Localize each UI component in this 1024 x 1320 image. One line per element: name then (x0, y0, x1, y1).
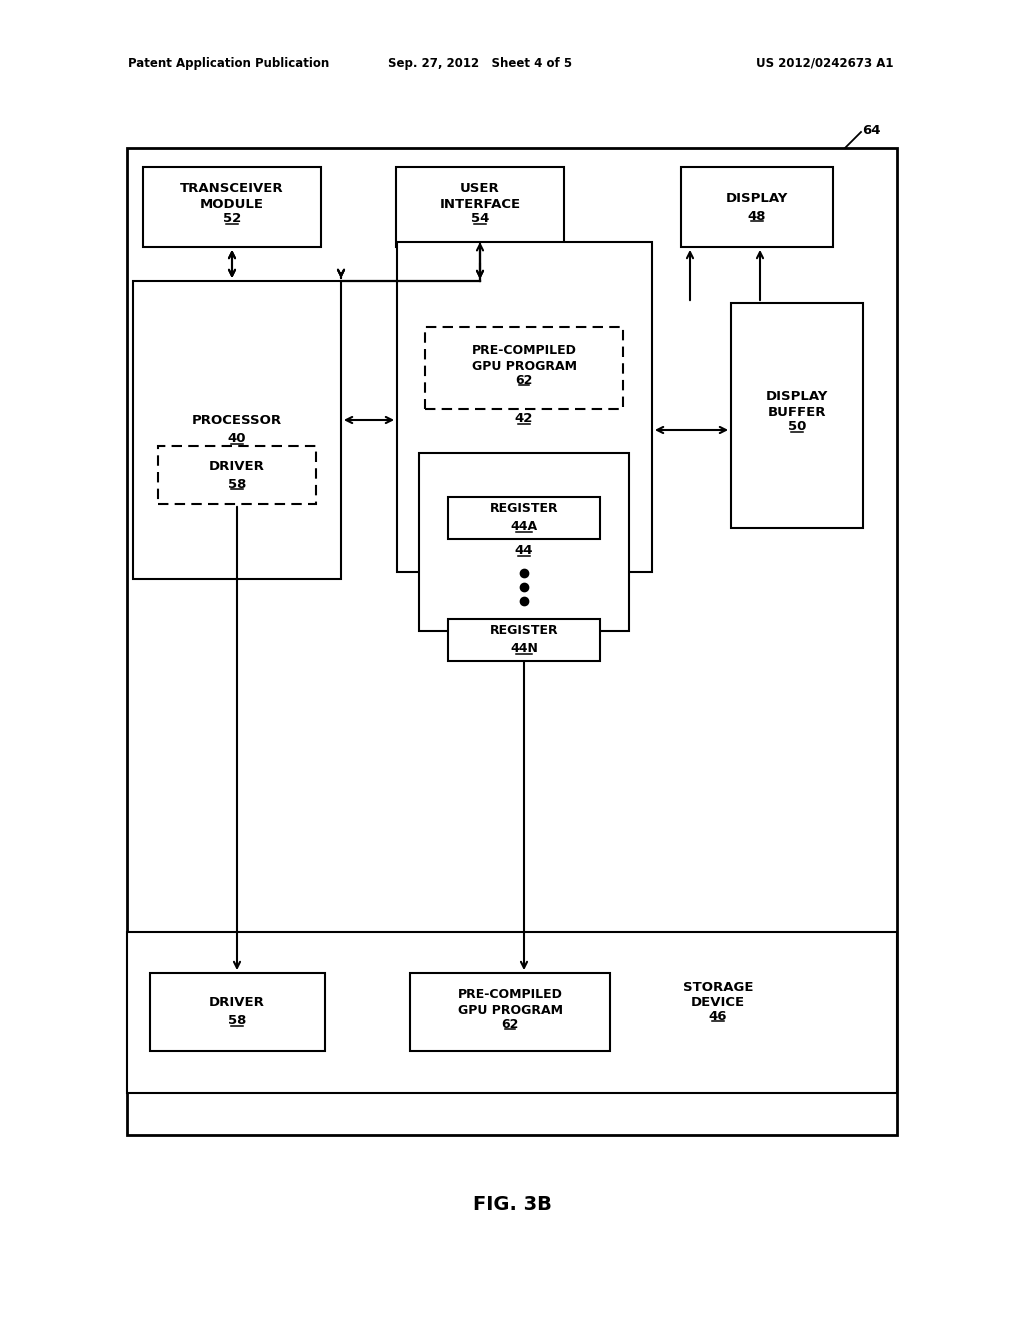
Bar (127, 932, 897, 1093)
Text: DRIVER: DRIVER (209, 997, 265, 1010)
Bar (425, 327, 623, 409)
Text: 44A: 44A (510, 520, 538, 533)
Text: 46: 46 (709, 1010, 727, 1023)
Bar (681, 168, 833, 247)
Text: Sep. 27, 2012   Sheet 4 of 5: Sep. 27, 2012 Sheet 4 of 5 (388, 57, 572, 70)
Text: DISPLAY
BUFFER: DISPLAY BUFFER (766, 391, 828, 420)
Text: 62: 62 (502, 1018, 519, 1031)
Text: 52: 52 (223, 213, 241, 226)
Text: USER
INTERFACE: USER INTERFACE (439, 182, 520, 211)
Bar (150, 973, 325, 1051)
Text: 42: 42 (515, 412, 534, 425)
Bar (133, 281, 341, 579)
Text: 62: 62 (515, 374, 532, 387)
Bar (731, 302, 863, 528)
Bar (419, 453, 629, 631)
Bar (410, 973, 610, 1051)
Bar (396, 242, 651, 572)
Text: 64: 64 (862, 124, 881, 136)
Text: 40: 40 (227, 433, 246, 446)
Text: 44N: 44N (510, 643, 538, 656)
Text: 54: 54 (471, 213, 489, 226)
Text: PRE-COMPILED
GPU PROGRAM: PRE-COMPILED GPU PROGRAM (458, 987, 562, 1016)
Bar (396, 168, 564, 247)
Text: 48: 48 (748, 210, 766, 223)
Text: 44: 44 (515, 544, 534, 557)
Text: Patent Application Publication: Patent Application Publication (128, 57, 330, 70)
Text: REGISTER: REGISTER (489, 624, 558, 638)
Bar (158, 446, 316, 504)
Text: REGISTER: REGISTER (489, 503, 558, 516)
Bar (127, 148, 897, 1135)
Text: 58: 58 (227, 1015, 246, 1027)
Text: REGISTERS: REGISTERS (482, 527, 565, 540)
Text: DISPLAY: DISPLAY (726, 191, 788, 205)
Text: 50: 50 (787, 421, 806, 433)
Text: US 2012/0242673 A1: US 2012/0242673 A1 (756, 57, 893, 70)
Text: GRAPHICS
PROCESSING UNIT: GRAPHICS PROCESSING UNIT (456, 383, 592, 412)
Text: 58: 58 (227, 478, 246, 491)
Text: FIG. 3B: FIG. 3B (472, 1196, 552, 1214)
Bar (449, 619, 600, 661)
Text: TRANSCEIVER
MODULE: TRANSCEIVER MODULE (180, 182, 284, 211)
Text: PRE-COMPILED
GPU PROGRAM: PRE-COMPILED GPU PROGRAM (471, 343, 577, 372)
Bar (449, 498, 600, 539)
Text: STORAGE
DEVICE: STORAGE DEVICE (683, 981, 754, 1008)
Bar (143, 168, 321, 247)
Text: PROCESSOR: PROCESSOR (191, 414, 282, 428)
Text: DRIVER: DRIVER (209, 459, 265, 473)
